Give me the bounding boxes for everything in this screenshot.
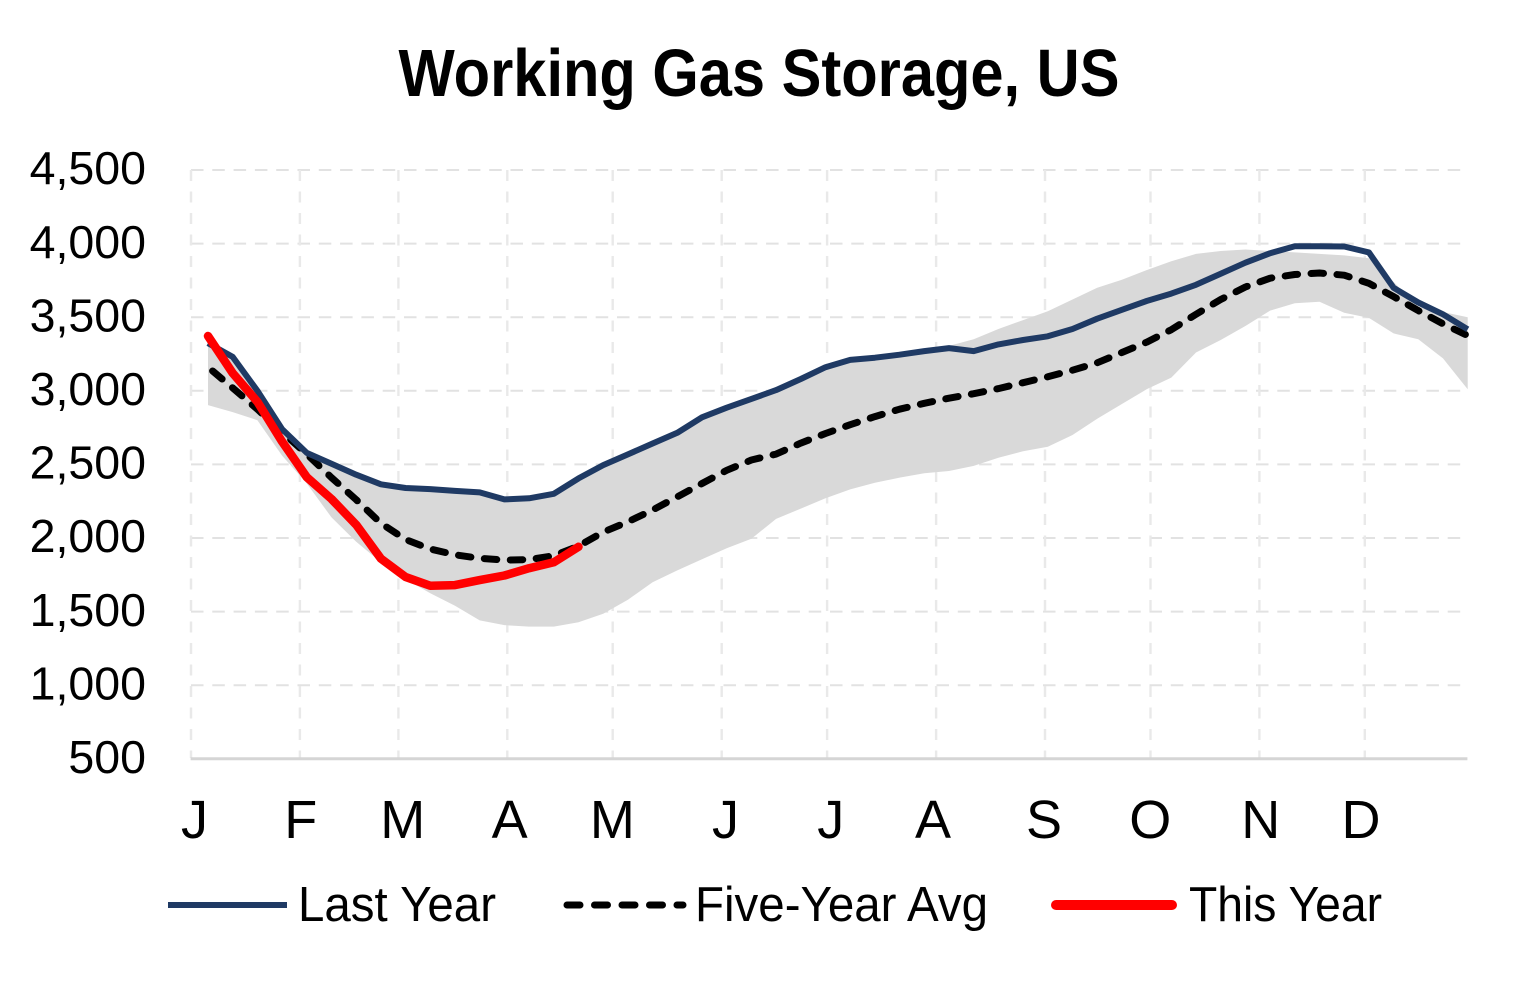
svg-text:J: J (712, 790, 739, 850)
svg-text:2,500: 2,500 (30, 437, 146, 489)
svg-text:M: M (590, 790, 635, 850)
svg-text:F: F (284, 790, 317, 850)
svg-text:A: A (915, 790, 951, 850)
svg-text:Last Year: Last Year (298, 877, 496, 932)
svg-text:1,500: 1,500 (30, 584, 146, 636)
svg-text:N: N (1241, 790, 1280, 850)
svg-text:A: A (492, 790, 528, 850)
svg-text:Five-Year Avg: Five-Year Avg (695, 877, 988, 932)
svg-text:500: 500 (68, 731, 146, 783)
svg-text:O: O (1129, 790, 1171, 850)
svg-text:3,500: 3,500 (30, 289, 146, 341)
svg-text:M: M (380, 790, 425, 850)
svg-text:J: J (181, 790, 208, 850)
svg-text:4,500: 4,500 (30, 142, 146, 194)
svg-text:1,000: 1,000 (30, 657, 146, 709)
svg-text:2,000: 2,000 (30, 510, 146, 562)
svg-text:4,000: 4,000 (30, 216, 146, 268)
svg-text:Working Gas Storage, US: Working Gas Storage, US (399, 36, 1120, 111)
svg-text:3,000: 3,000 (30, 363, 146, 415)
svg-text:This Year: This Year (1189, 877, 1382, 932)
svg-text:J: J (817, 790, 844, 850)
svg-text:D: D (1342, 790, 1381, 850)
svg-text:S: S (1026, 790, 1062, 850)
